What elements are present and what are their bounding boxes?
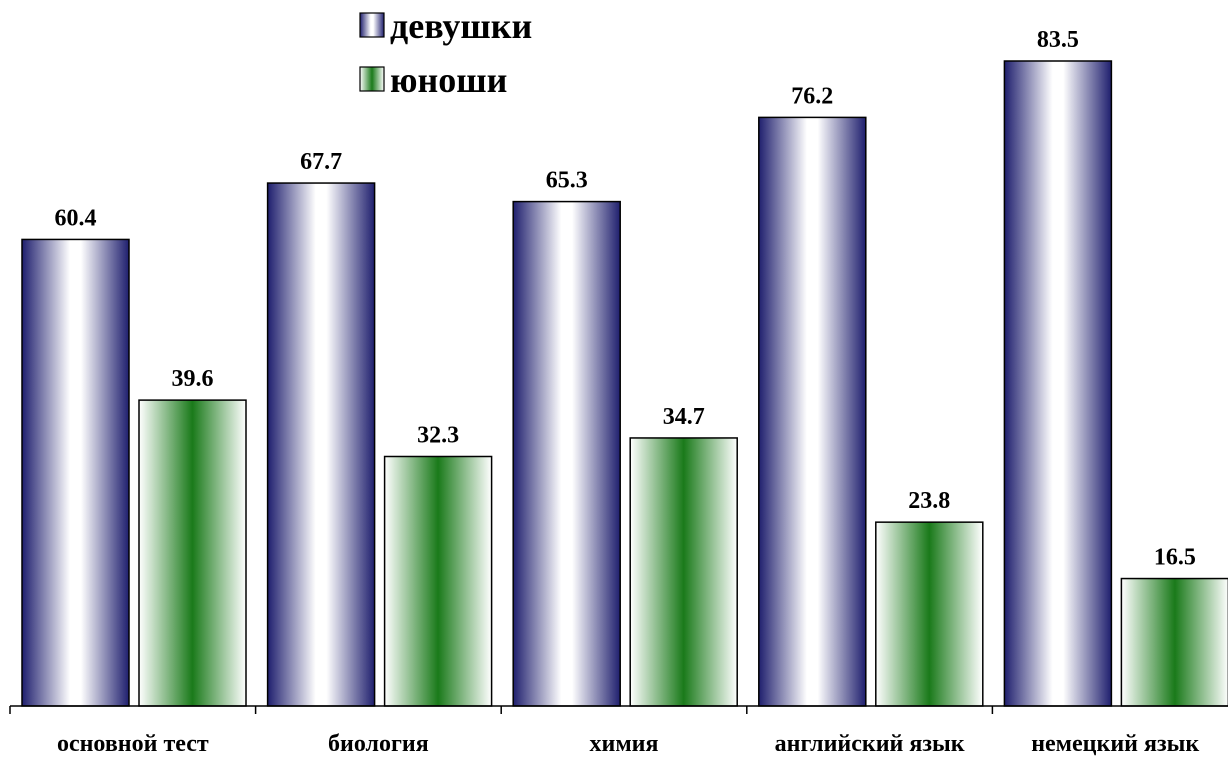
x-tick-label-основной-тест: основной тест	[57, 731, 209, 757]
data-label-девушки-химия: 65.3	[546, 168, 588, 194]
data-label-юноши-основной-тест: 39.6	[172, 366, 214, 392]
bar-девушки-химия	[512, 200, 621, 707]
data-labels-group: 60.4 39.6 67.7 32.3 65.3 34.7 76.2 23.8 83.5 16.5	[55, 27, 1196, 571]
bar-девушки-английский-язык	[758, 116, 867, 707]
bar-девушки-биология	[266, 182, 376, 707]
data-label-юноши-английский-язык: 23.8	[908, 488, 950, 514]
x-axis: основной тест биология химия английский язы…	[9, 705, 1228, 757]
data-label-девушки-основной-тест: 60.4	[55, 205, 97, 231]
bar-юноши-биология	[383, 455, 493, 707]
bar-юноши-немецкий-язык	[1120, 577, 1228, 707]
legend-label-девушки: девушки	[390, 6, 532, 46]
legend: девушки юноши	[359, 6, 532, 100]
bar-юноши-английский-язык	[875, 521, 984, 707]
data-label-девушки-немецкий-язык: 83.5	[1037, 27, 1079, 53]
x-tick-label-химия: химия	[590, 731, 659, 757]
x-tick-label-английский-язык: английский язык	[775, 731, 965, 757]
legend-swatch-девушки	[359, 12, 385, 38]
data-label-юноши-биология: 32.3	[417, 422, 459, 448]
data-label-юноши-химия: 34.7	[663, 404, 705, 430]
data-label-девушки-биология: 67.7	[300, 149, 342, 175]
bars-group	[21, 60, 1228, 707]
x-tick-label-биология: биология	[328, 731, 429, 757]
x-tick-label-немецкий-язык: немецкий язык	[1031, 731, 1199, 757]
legend-swatch-юноши	[359, 66, 385, 92]
data-label-девушки-английский-язык: 76.2	[791, 83, 833, 109]
data-label-юноши-немецкий-язык: 16.5	[1154, 545, 1196, 571]
bar-юноши-химия	[629, 437, 738, 707]
bar-девушки-немецкий-язык	[1003, 60, 1113, 707]
bar-юноши-основной-тест	[138, 399, 247, 707]
bar-девушки-основной-тест	[21, 238, 130, 707]
legend-label-юноши: юноши	[390, 60, 507, 100]
